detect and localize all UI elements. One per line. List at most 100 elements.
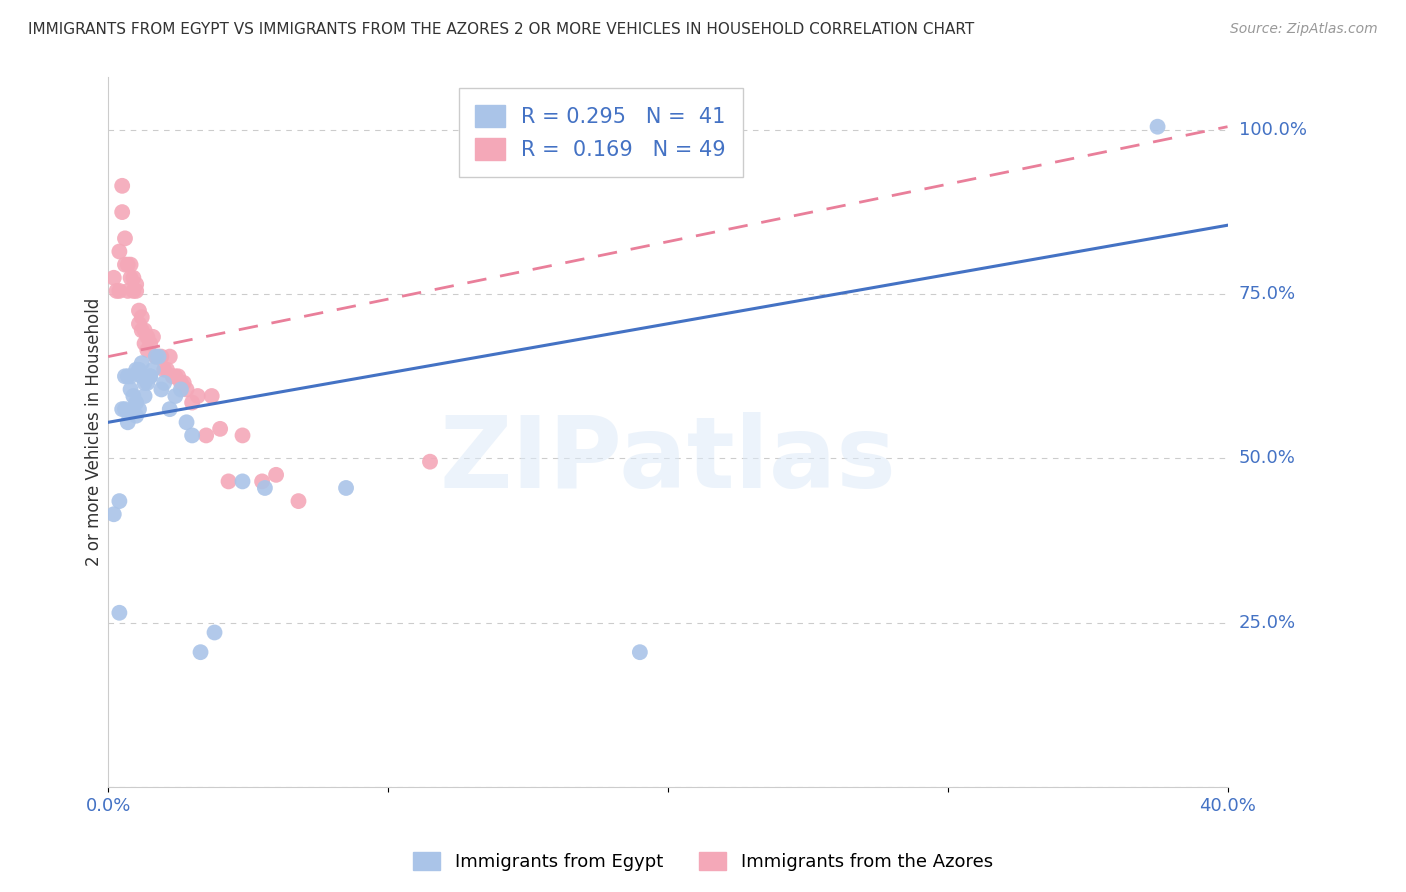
Point bbox=[136, 343, 159, 357]
Point bbox=[108, 494, 131, 508]
Point bbox=[167, 369, 190, 384]
Point bbox=[165, 369, 187, 384]
Point bbox=[153, 363, 176, 377]
Point bbox=[114, 369, 136, 384]
Point bbox=[134, 323, 156, 337]
Point bbox=[128, 363, 150, 377]
Point bbox=[136, 330, 159, 344]
Point bbox=[122, 389, 145, 403]
Point bbox=[170, 376, 193, 390]
Text: ZIPatlas: ZIPatlas bbox=[440, 412, 896, 509]
Point bbox=[170, 383, 193, 397]
Point bbox=[142, 363, 165, 377]
Text: Source: ZipAtlas.com: Source: ZipAtlas.com bbox=[1230, 22, 1378, 37]
Point bbox=[114, 402, 136, 417]
Point bbox=[125, 395, 148, 409]
Point bbox=[195, 428, 218, 442]
Point bbox=[264, 467, 287, 482]
Point bbox=[105, 284, 128, 298]
Text: 50.0%: 50.0% bbox=[1239, 450, 1295, 467]
Point bbox=[181, 395, 204, 409]
Text: 25.0%: 25.0% bbox=[1239, 614, 1296, 632]
Point bbox=[117, 415, 139, 429]
Point bbox=[125, 277, 148, 292]
Point bbox=[111, 402, 134, 417]
Point bbox=[134, 376, 156, 390]
Point bbox=[156, 363, 179, 377]
Point bbox=[131, 323, 153, 337]
Point bbox=[120, 369, 142, 384]
Point bbox=[128, 402, 150, 417]
Point bbox=[128, 303, 150, 318]
Y-axis label: 2 or more Vehicles in Household: 2 or more Vehicles in Household bbox=[86, 298, 103, 566]
Point bbox=[114, 258, 136, 272]
Point bbox=[131, 356, 153, 370]
Point bbox=[103, 508, 125, 522]
Text: 75.0%: 75.0% bbox=[1239, 285, 1296, 303]
Point bbox=[176, 383, 198, 397]
Point bbox=[145, 350, 167, 364]
Point bbox=[145, 350, 167, 364]
Point bbox=[159, 350, 181, 364]
Point bbox=[122, 402, 145, 417]
Point bbox=[117, 258, 139, 272]
Point bbox=[231, 475, 253, 489]
Point bbox=[190, 645, 212, 659]
Point bbox=[125, 363, 148, 377]
Point bbox=[253, 481, 276, 495]
Point bbox=[131, 369, 153, 384]
Point bbox=[148, 350, 170, 364]
Point bbox=[204, 625, 226, 640]
Point bbox=[173, 376, 195, 390]
Point bbox=[148, 350, 170, 364]
Legend: R = 0.295   N =  41, R =  0.169   N = 49: R = 0.295 N = 41, R = 0.169 N = 49 bbox=[458, 87, 742, 177]
Point bbox=[111, 178, 134, 193]
Point bbox=[120, 258, 142, 272]
Point bbox=[117, 284, 139, 298]
Point bbox=[201, 389, 224, 403]
Point bbox=[139, 369, 162, 384]
Point bbox=[187, 389, 209, 403]
Point bbox=[231, 428, 253, 442]
Point bbox=[131, 310, 153, 325]
Point bbox=[122, 284, 145, 298]
Legend: Immigrants from Egypt, Immigrants from the Azores: Immigrants from Egypt, Immigrants from t… bbox=[406, 845, 1000, 879]
Point bbox=[142, 330, 165, 344]
Point bbox=[150, 383, 173, 397]
Point bbox=[419, 455, 441, 469]
Point bbox=[628, 645, 651, 659]
Point bbox=[111, 205, 134, 219]
Point bbox=[181, 428, 204, 442]
Point bbox=[122, 270, 145, 285]
Point bbox=[150, 350, 173, 364]
Point bbox=[117, 369, 139, 384]
Point bbox=[218, 475, 240, 489]
Point bbox=[128, 317, 150, 331]
Point bbox=[139, 369, 162, 384]
Point bbox=[108, 606, 131, 620]
Point bbox=[136, 376, 159, 390]
Point bbox=[139, 336, 162, 351]
Point bbox=[125, 409, 148, 423]
Point bbox=[120, 270, 142, 285]
Point bbox=[159, 402, 181, 417]
Point bbox=[108, 244, 131, 259]
Point bbox=[176, 415, 198, 429]
Point bbox=[120, 383, 142, 397]
Point bbox=[125, 284, 148, 298]
Point bbox=[209, 422, 232, 436]
Point bbox=[287, 494, 309, 508]
Point bbox=[250, 475, 273, 489]
Point bbox=[114, 231, 136, 245]
Point bbox=[162, 369, 184, 384]
Point bbox=[153, 376, 176, 390]
Point bbox=[108, 284, 131, 298]
Point bbox=[103, 270, 125, 285]
Point bbox=[335, 481, 357, 495]
Point bbox=[1146, 120, 1168, 134]
Point bbox=[134, 389, 156, 403]
Point bbox=[165, 389, 187, 403]
Text: IMMIGRANTS FROM EGYPT VS IMMIGRANTS FROM THE AZORES 2 OR MORE VEHICLES IN HOUSEH: IMMIGRANTS FROM EGYPT VS IMMIGRANTS FROM… bbox=[28, 22, 974, 37]
Point bbox=[134, 336, 156, 351]
Text: 100.0%: 100.0% bbox=[1239, 121, 1306, 139]
